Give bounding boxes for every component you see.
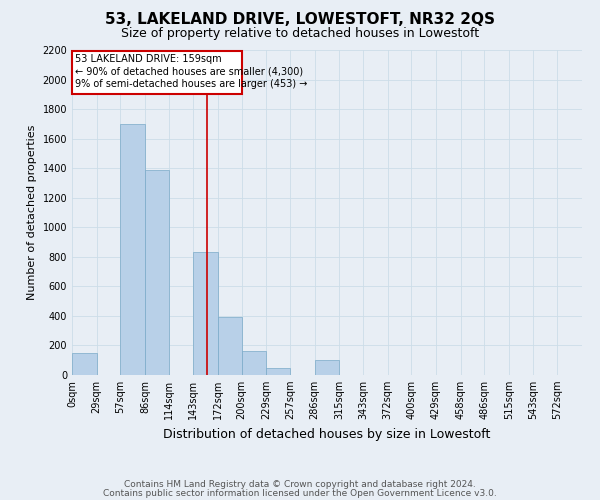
Bar [266, 368, 290, 375]
Text: ← 90% of detached houses are smaller (4,300): ← 90% of detached houses are smaller (4,… [74, 66, 302, 76]
Bar [242, 352, 266, 375]
Bar [145, 170, 169, 375]
Bar [314, 360, 340, 375]
X-axis label: Distribution of detached houses by size in Lowestoft: Distribution of detached houses by size … [163, 428, 491, 440]
Y-axis label: Number of detached properties: Number of detached properties [27, 125, 37, 300]
Text: Contains HM Land Registry data © Crown copyright and database right 2024.: Contains HM Land Registry data © Crown c… [124, 480, 476, 489]
Text: 9% of semi-detached houses are larger (453) →: 9% of semi-detached houses are larger (4… [74, 79, 307, 89]
Text: 53, LAKELAND DRIVE, LOWESTOFT, NR32 2QS: 53, LAKELAND DRIVE, LOWESTOFT, NR32 2QS [105, 12, 495, 28]
Bar [193, 252, 218, 375]
Text: Contains public sector information licensed under the Open Government Licence v3: Contains public sector information licen… [103, 488, 497, 498]
Bar [72, 52, 242, 94]
Bar [72, 353, 97, 375]
Text: Size of property relative to detached houses in Lowestoft: Size of property relative to detached ho… [121, 28, 479, 40]
Bar [121, 124, 145, 375]
Bar [218, 318, 242, 375]
Text: 53 LAKELAND DRIVE: 159sqm: 53 LAKELAND DRIVE: 159sqm [74, 54, 221, 64]
